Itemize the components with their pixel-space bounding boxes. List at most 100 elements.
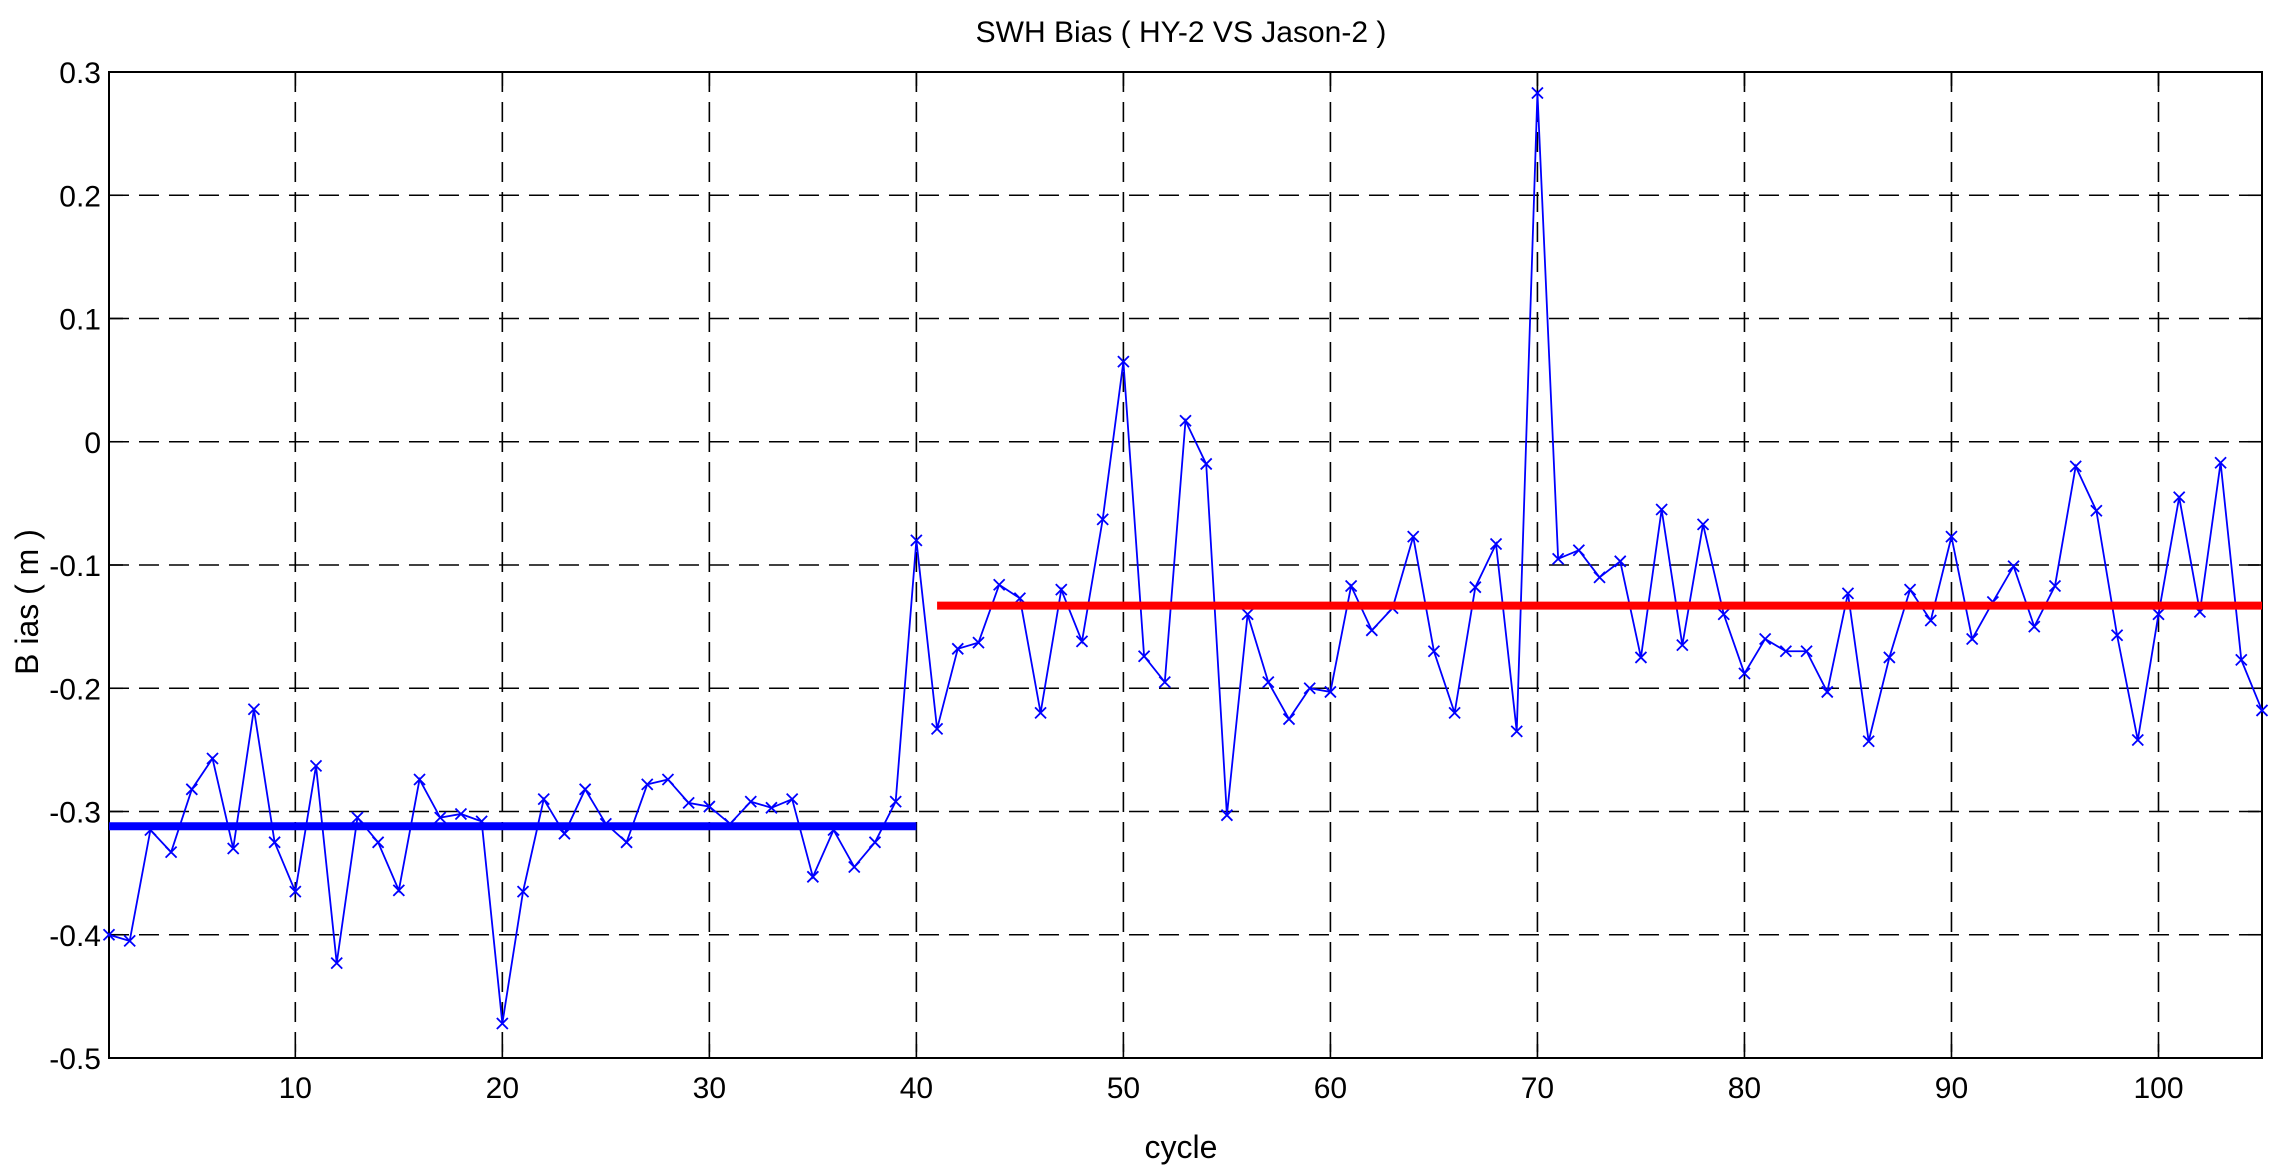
data-point bbox=[102, 928, 116, 941]
data-point bbox=[2131, 733, 2144, 747]
data-point bbox=[1883, 651, 1896, 664]
x-tick-label: 90 bbox=[1935, 1072, 1968, 1105]
x-tick-label: 20 bbox=[486, 1072, 519, 1105]
plot-frame bbox=[108, 71, 2263, 1059]
data-point bbox=[1365, 624, 1378, 637]
data-point bbox=[2214, 456, 2227, 469]
data-point bbox=[1779, 645, 1792, 658]
data-point bbox=[330, 956, 343, 970]
data-point bbox=[972, 636, 985, 649]
data-point bbox=[848, 860, 861, 874]
data-point bbox=[1738, 667, 1751, 680]
data-point bbox=[2173, 491, 2186, 504]
data-point bbox=[1696, 518, 1710, 531]
data-point bbox=[1841, 587, 1855, 600]
data-point bbox=[1945, 530, 1958, 543]
data-point bbox=[1034, 706, 1047, 720]
data-point bbox=[661, 773, 675, 786]
data-point bbox=[2152, 608, 2165, 621]
data-point bbox=[682, 796, 695, 810]
data-point bbox=[1510, 725, 1523, 738]
x-tick-label: 50 bbox=[1107, 1072, 1140, 1105]
data-point bbox=[1407, 530, 1420, 543]
data-point bbox=[537, 793, 550, 806]
x-tick-label: 40 bbox=[900, 1072, 933, 1105]
data-point bbox=[2007, 560, 2020, 573]
grid bbox=[109, 71, 2262, 1059]
data-point bbox=[516, 885, 530, 898]
data-point bbox=[910, 534, 923, 547]
data-point bbox=[1655, 503, 1668, 516]
data-point bbox=[1179, 414, 1192, 427]
y-tick-label: 0 bbox=[84, 427, 101, 460]
data-point bbox=[2069, 460, 2082, 473]
data-point bbox=[1924, 614, 1937, 627]
data-point bbox=[1158, 675, 1171, 689]
data-point bbox=[434, 811, 447, 824]
data-point bbox=[744, 795, 757, 808]
data-point bbox=[1303, 682, 1316, 695]
data-point bbox=[1717, 608, 1730, 621]
data-point bbox=[1075, 635, 1089, 648]
x-tick-labels: 10 20 30 40 50 60 70 80 90 100 bbox=[279, 1072, 2184, 1105]
data-point bbox=[206, 752, 219, 765]
data-point bbox=[1821, 685, 1834, 699]
data-point bbox=[2048, 579, 2062, 593]
data-point bbox=[1096, 513, 1109, 526]
data-point bbox=[1903, 583, 1917, 596]
data-point bbox=[164, 846, 178, 859]
data-point bbox=[1966, 632, 1979, 646]
x-tick-label: 30 bbox=[693, 1072, 726, 1105]
data-point bbox=[351, 811, 364, 824]
data-point bbox=[1862, 735, 1875, 748]
data-point bbox=[2028, 620, 2041, 633]
data-point bbox=[889, 795, 902, 808]
data-point bbox=[1241, 608, 1254, 621]
data-point bbox=[1137, 650, 1151, 663]
data-point bbox=[1427, 645, 1441, 658]
y-tick-label: -0.5 bbox=[49, 1043, 101, 1076]
data-point bbox=[392, 884, 405, 897]
data-point bbox=[268, 836, 281, 849]
data-point bbox=[1489, 537, 1503, 551]
y-tick-label: 0.3 bbox=[59, 57, 101, 90]
data-point bbox=[454, 807, 468, 821]
data-point bbox=[227, 842, 240, 855]
data-point bbox=[1344, 579, 1358, 593]
data-point bbox=[413, 773, 426, 786]
axes bbox=[108, 71, 2263, 1059]
data-point bbox=[1117, 355, 1130, 368]
data-point bbox=[1448, 706, 1461, 720]
data-point bbox=[2255, 704, 2269, 717]
x-tick-label: 80 bbox=[1728, 1072, 1761, 1105]
data-point bbox=[1055, 583, 1068, 596]
data-point bbox=[930, 722, 944, 736]
data-point bbox=[806, 870, 820, 883]
data-point bbox=[1800, 645, 1813, 658]
x-axis-title: cycle bbox=[1145, 1129, 1218, 1165]
data-point bbox=[703, 800, 716, 813]
data-point bbox=[1676, 638, 1689, 652]
data-point bbox=[1469, 581, 1482, 594]
data-point bbox=[1572, 544, 1585, 557]
x-tick-label: 100 bbox=[2133, 1072, 2183, 1105]
data-point bbox=[1614, 555, 1627, 568]
data-point bbox=[1200, 457, 1213, 471]
data-point bbox=[371, 836, 385, 849]
y-tick-labels: -0.5 -0.4 -0.3 -0.2 -0.1 0 0.1 0.2 0.3 bbox=[49, 57, 101, 1076]
data-point bbox=[1324, 685, 1337, 699]
data-point bbox=[185, 783, 198, 796]
data-point bbox=[123, 934, 136, 948]
data-point bbox=[993, 578, 1006, 591]
y-tick-label: -0.3 bbox=[49, 797, 101, 830]
data-point bbox=[786, 793, 799, 806]
data-point bbox=[620, 836, 633, 849]
data-point bbox=[765, 801, 778, 814]
series-line bbox=[108, 92, 2263, 1024]
data-point bbox=[1759, 632, 1772, 646]
x-tick-label: 70 bbox=[1521, 1072, 1554, 1105]
data-point bbox=[2235, 653, 2248, 667]
data-point bbox=[1551, 552, 1565, 565]
x-tick-label: 60 bbox=[1314, 1072, 1347, 1105]
